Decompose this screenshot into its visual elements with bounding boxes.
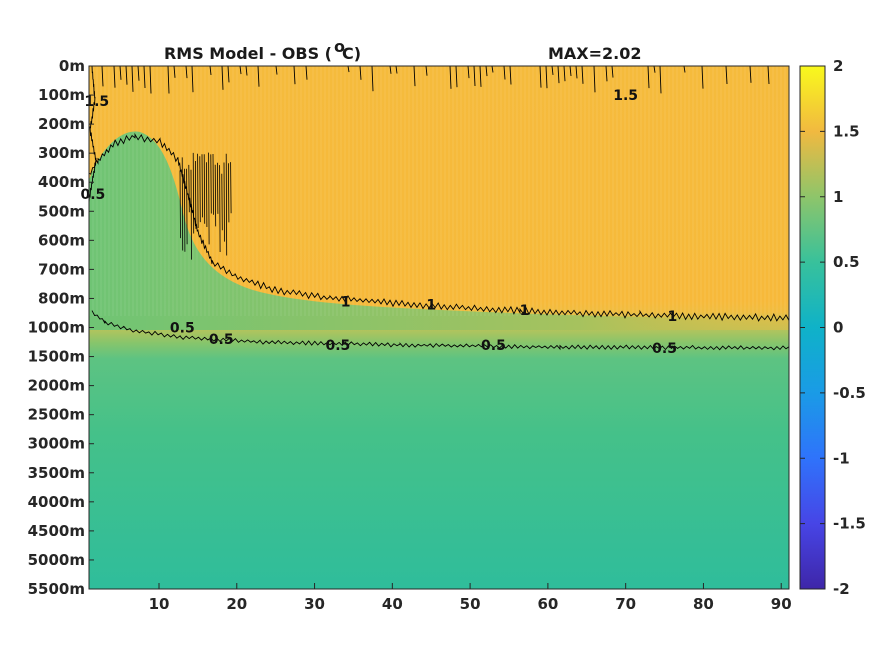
y-tick-label: 4000m xyxy=(28,493,85,511)
contour-label: 1 xyxy=(520,303,530,319)
contour-label: 0.5 xyxy=(652,341,677,357)
title-main: RMS Model - OBS ( xyxy=(164,44,332,63)
x-tick-label: 50 xyxy=(460,595,481,613)
contour-1.5 xyxy=(101,66,770,94)
y-tick-label: 800m xyxy=(38,289,85,307)
title-degree-sup: o xyxy=(334,37,345,56)
contour-label: 0.5 xyxy=(325,338,350,354)
x-tick-label: 30 xyxy=(304,595,325,613)
contour-0.5 xyxy=(91,310,789,351)
colorbar-tick-label: -2 xyxy=(833,580,850,598)
colorbar-tick-label: 0 xyxy=(833,319,843,337)
x-tick-label: 40 xyxy=(382,595,403,613)
y-axis-depth-labels: 0m 100m 200m 300m 400m 500m 600m 700m 800m 1000m 1… xyxy=(28,57,94,598)
y-tick-label: 1000m xyxy=(28,319,85,337)
colorbar-ticks: 2 1.5 1 0.5 0 -0.5 -1 -1.5 -2 xyxy=(800,57,866,598)
colorbar-tick-label: 1 xyxy=(833,188,843,206)
y-tick-label: 4500m xyxy=(28,522,85,540)
y-tick-label: 1500m xyxy=(28,348,85,366)
x-tick-label: 80 xyxy=(693,595,714,613)
contour-label: 0.5 xyxy=(80,187,105,203)
y-tick-label: 200m xyxy=(38,115,85,133)
contour-labels: 1.5 1.5 1 1 1 1 0.5 0.5 0.5 0.5 0.5 0.5 xyxy=(80,88,677,357)
y-tick-label: 400m xyxy=(38,173,85,191)
contour-label: 1.5 xyxy=(613,88,638,104)
contour-label: 1 xyxy=(341,294,351,310)
contour-left-edge xyxy=(89,66,97,203)
contour-label: 1 xyxy=(426,297,436,313)
y-tick-label: 2000m xyxy=(28,377,85,395)
y-tick-label: 0m xyxy=(59,57,85,75)
x-tick-label: 70 xyxy=(615,595,636,613)
colorbar-tick-label: 1.5 xyxy=(833,122,860,140)
colorbar-tick-label: 0.5 xyxy=(833,253,860,271)
y-tick-label: 5000m xyxy=(28,551,85,569)
contour-1-dense xyxy=(179,152,232,260)
y-tick-label: 300m xyxy=(38,144,85,162)
y-tick-label: 500m xyxy=(38,202,85,220)
x-tick-label: 10 xyxy=(149,595,170,613)
x-tick-label: 60 xyxy=(537,595,558,613)
max-value-label: MAX=2.02 xyxy=(548,44,642,63)
x-axis-ticks: 10 20 30 40 50 60 70 80 90 xyxy=(149,583,792,613)
colorbar-tick-label: -0.5 xyxy=(833,384,866,402)
colorbar-tick-label: -1.5 xyxy=(833,515,866,533)
y-tick-label: 3000m xyxy=(28,435,85,453)
heatmap-field xyxy=(89,66,789,589)
chart-title: RMS Model - OBS ( o C) xyxy=(164,37,361,63)
y-tick-label: 100m xyxy=(38,86,85,104)
contour-label: 1 xyxy=(667,309,677,325)
colorbar-tick-label: 2 xyxy=(833,57,843,75)
colorbar-tick-label: -1 xyxy=(833,449,850,467)
title-unit: C) xyxy=(342,44,361,63)
y-tick-label: 600m xyxy=(38,231,85,249)
x-tick-label: 90 xyxy=(771,595,792,613)
contour-label: 0.5 xyxy=(481,338,506,354)
y-tick-label: 2500m xyxy=(28,406,85,424)
y-tick-label: 3500m xyxy=(28,464,85,482)
contour-label: 0.5 xyxy=(170,321,195,337)
x-tick-label: 20 xyxy=(226,595,247,613)
contour-lines xyxy=(89,66,789,351)
y-tick-label: 700m xyxy=(38,260,85,278)
y-tick-label: 5500m xyxy=(28,580,85,598)
contour-label: 0.5 xyxy=(209,332,234,348)
contour-label: 1.5 xyxy=(84,94,109,110)
